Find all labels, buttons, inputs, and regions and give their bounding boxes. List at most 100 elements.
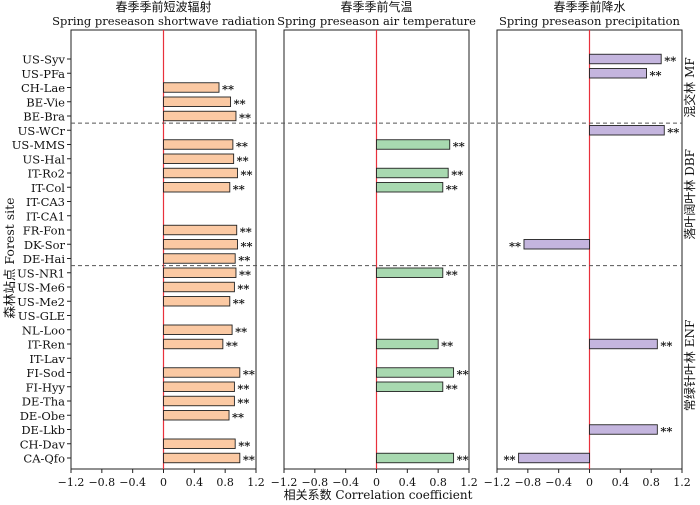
site-label: IT-Col: [31, 181, 65, 195]
x-tick-label: −0.4: [332, 476, 359, 489]
x-tick-label: 0: [586, 476, 593, 489]
bar: [589, 53, 662, 65]
bar: [376, 167, 449, 179]
site-label: DE-Tha: [22, 395, 65, 409]
site-label: FR-Fon: [23, 224, 66, 238]
site-label: IT-Ren: [28, 338, 66, 352]
bar: [163, 324, 233, 335]
x-tick-label: −0.4: [545, 476, 572, 489]
significance-marker: **: [236, 139, 248, 153]
significance-marker: **: [457, 367, 469, 381]
bar: [163, 139, 234, 150]
significance-marker: **: [237, 153, 249, 167]
x-tick-label: −1.2: [484, 476, 511, 489]
bar: [589, 424, 658, 435]
site-label: US-MMS: [12, 138, 65, 152]
significance-marker: **: [446, 381, 458, 395]
chart-panels: −1.2 −0.8 −0.4 0 0.4 0.8 1.2******************…: [58, 29, 691, 489]
significance-marker: **: [509, 239, 521, 253]
site-label: US-Me6: [17, 281, 65, 295]
significance-marker: **: [243, 453, 255, 467]
site-label: US-WCr: [18, 124, 66, 138]
bar: [163, 110, 237, 122]
x-tick-label: 0.4: [612, 476, 630, 489]
site-label: CA-Qfo: [23, 452, 65, 466]
significance-marker: **: [233, 296, 245, 310]
significance-marker: **: [238, 253, 250, 267]
site-label: DE-Lkb: [21, 423, 65, 437]
significance-marker: **: [241, 168, 253, 182]
significance-marker: **: [239, 267, 251, 281]
x-tick-label: 0.8: [642, 476, 660, 489]
bar: [163, 438, 236, 449]
x-tick-label: −0.4: [119, 476, 146, 489]
x-tick-label: −0.8: [301, 476, 328, 489]
site-label: CH-Lae: [21, 81, 65, 95]
panel-title-cn: 春季季前降水: [553, 0, 625, 14]
x-tick-label: 1.2: [673, 476, 691, 489]
bar: [163, 281, 235, 293]
bar: [376, 367, 455, 378]
x-tick-label: 0.4: [399, 476, 417, 489]
significance-marker: **: [237, 381, 249, 395]
significance-marker: **: [504, 453, 516, 467]
bar: [376, 182, 444, 193]
bar: [376, 452, 455, 464]
x-axis-title: 相关系数 Correlation coefficient: [284, 487, 473, 502]
significance-marker: **: [451, 168, 463, 182]
panel-3: −1.2 −0.8 −0.4 0 0.4 0.8 1.2**************: [484, 29, 691, 489]
bar: [518, 452, 590, 464]
bar: [376, 338, 439, 350]
bar: [589, 338, 658, 350]
bar: [376, 267, 444, 278]
bar: [163, 452, 241, 464]
panel-title-cn: 春季季前气温: [340, 0, 412, 14]
significance-marker: **: [238, 438, 250, 452]
bar: [163, 224, 238, 236]
bar: [163, 167, 238, 179]
significance-marker: **: [446, 267, 458, 281]
x-tick-label: −0.8: [514, 476, 541, 489]
bar: [589, 68, 647, 79]
site-label: IT-Lav: [29, 352, 65, 366]
bar: [163, 153, 235, 164]
significance-marker: **: [234, 96, 246, 110]
site-label: US-Hal: [23, 152, 66, 166]
x-tick-label: 0.4: [186, 476, 204, 489]
significance-marker: **: [235, 324, 247, 338]
x-tick-label: −1.2: [58, 476, 85, 489]
x-tick-label: 0.8: [429, 476, 447, 489]
x-tick-label: −0.8: [88, 476, 115, 489]
site-label: NL-Loo: [22, 323, 65, 337]
significance-marker: **: [237, 282, 249, 296]
significance-marker: **: [233, 182, 245, 196]
significance-marker: **: [457, 453, 469, 467]
bar: [163, 267, 237, 278]
significance-marker: **: [241, 239, 253, 253]
bar: [163, 239, 238, 250]
y-axis-title: 森林站点 Forest site: [2, 197, 17, 318]
significance-marker: **: [453, 139, 465, 153]
site-label: US-NR1: [17, 266, 65, 280]
panel-2: −1.2 −0.8 −0.4 0 0.4 0.8 1.2****************: [271, 29, 478, 489]
site-label: US-GLE: [18, 309, 65, 323]
bar: [163, 381, 235, 392]
site-label: DE-Obe: [20, 409, 66, 423]
x-tick-label: 0: [373, 476, 380, 489]
bar: [163, 96, 232, 107]
group-label: 常绿针叶林 ENF: [682, 320, 697, 411]
significance-marker: **: [441, 339, 453, 353]
x-tick-label: 1.2: [247, 476, 265, 489]
significance-marker: **: [446, 182, 458, 196]
significance-marker: **: [664, 54, 676, 68]
site-label: FI-Sod: [26, 366, 65, 380]
site-label: CH-Dav: [20, 437, 66, 451]
group-label: 混交林 MF: [682, 57, 697, 117]
x-tick-label: −1.2: [271, 476, 298, 489]
bar: [589, 125, 665, 136]
panel-1: −1.2 −0.8 −0.4 0 0.4 0.8 1.2******************…: [58, 29, 265, 489]
site-label: FI-Hyy: [26, 380, 66, 394]
bar: [376, 381, 444, 392]
group-labels: 混交林 MF 落叶阔叶林 DBF 常绿针叶林 ENF: [682, 57, 697, 411]
